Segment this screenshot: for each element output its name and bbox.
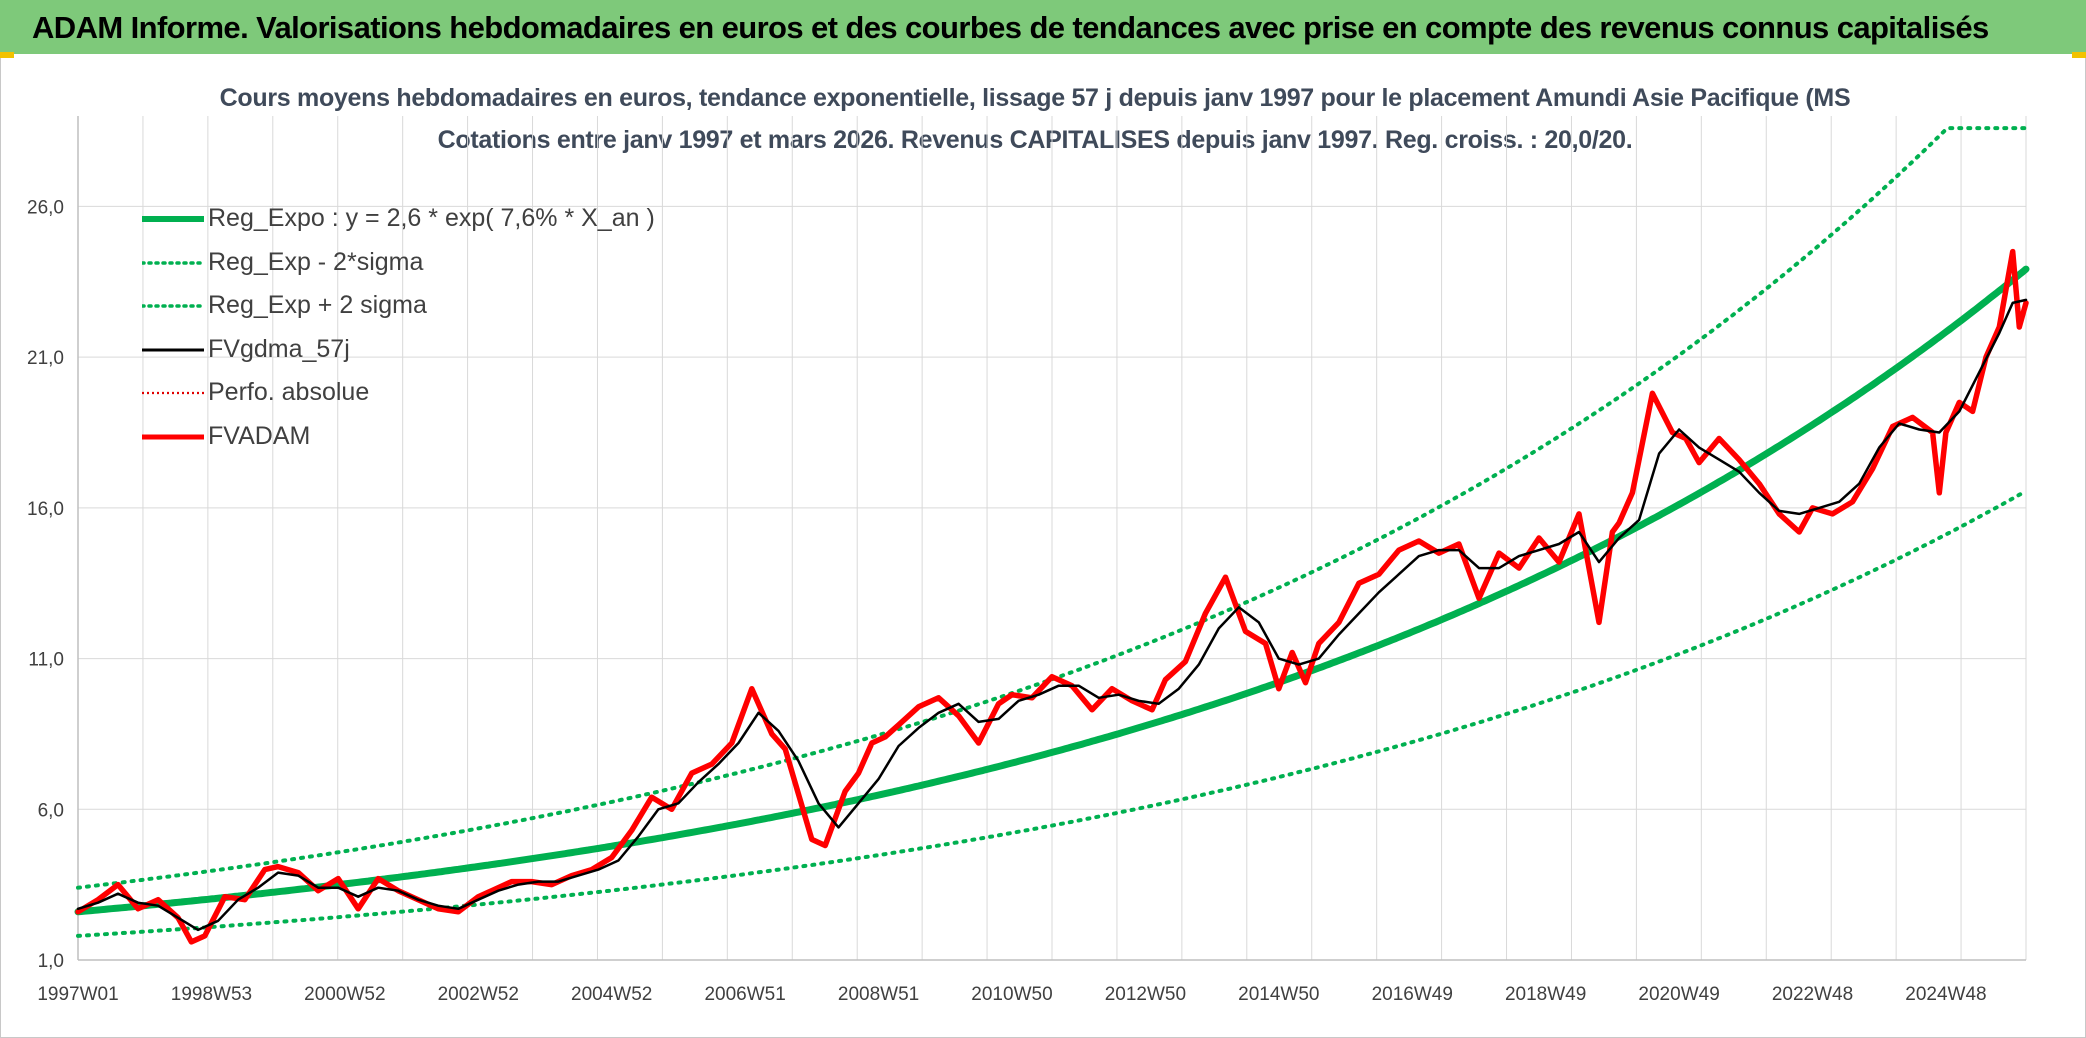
legend-label-reg-exp-plus: Reg_Exp + 2 sigma	[208, 291, 427, 319]
legend-swatch-reg-exp-plus	[142, 304, 204, 308]
legend-item-reg-exp-plus: Reg_Exp + 2 sigma	[138, 291, 698, 335]
legend-label-fvadam: FVADAM	[208, 421, 311, 450]
x-tick-label: 1998W53	[171, 984, 252, 1005]
y-tick-label: 26,0	[27, 197, 64, 218]
x-tick-label: 2014W50	[1238, 984, 1319, 1005]
report-banner: ADAM Informe. Valorisations hebdomadaire…	[0, 0, 2086, 54]
legend-item-reg-expo: Reg_Expo : y = 2,6 * exp( 7,6% * X_an )	[138, 204, 698, 248]
banner-corner-right	[2072, 52, 2086, 58]
x-tick-label: 2020W49	[1638, 984, 1719, 1005]
y-tick-label: 6,0	[38, 800, 64, 821]
x-tick-label: 2024W48	[1905, 984, 1986, 1005]
legend-item-perfo-absolue: Perfo. absolue	[138, 378, 698, 422]
x-tick-label: 2002W52	[438, 984, 519, 1005]
x-tick-label: 2016W49	[1372, 984, 1453, 1005]
series-fvgdma-57j	[76, 298, 2028, 932]
x-tick-label: 2000W52	[304, 984, 385, 1005]
y-tick-label: 11,0	[28, 650, 64, 671]
legend-swatch-fvgdma	[142, 348, 204, 351]
report-title: ADAM Informe. Valorisations hebdomadaire…	[32, 10, 1989, 45]
y-tick-label: 16,0	[27, 499, 64, 520]
legend-label-reg-exp-minus: Reg_Exp - 2*sigma	[208, 247, 424, 276]
legend-label-perfo-absolue: Perfo. absolue	[208, 378, 370, 406]
legend-label-reg-expo: Reg_Expo : y = 2,6 * exp( 7,6% * X_an )	[208, 204, 655, 232]
series-reg-expo	[74, 265, 2030, 916]
x-tick-label: 2006W51	[704, 984, 785, 1005]
legend-label-fvgdma: FVgdma_57j	[208, 334, 350, 363]
legend-swatch-reg-expo	[142, 216, 204, 222]
legend-item-fvgdma: FVgdma_57j	[138, 335, 698, 379]
y-tick-label: 1,0	[38, 951, 64, 972]
x-tick-label: 2012W50	[1105, 984, 1186, 1005]
legend-swatch-perfo-absolue	[142, 391, 204, 395]
legend-item-reg-exp-minus: Reg_Exp - 2*sigma	[138, 248, 698, 292]
legend-item-fvadam: FVADAM	[138, 422, 698, 466]
chart-legend: Reg_Expo : y = 2,6 * exp( 7,6% * X_an ) …	[138, 204, 698, 465]
y-tick-label: 21,0	[27, 348, 64, 369]
x-tick-label: 2010W50	[971, 984, 1052, 1005]
banner-corner-left	[0, 52, 14, 58]
x-tick-label: 2018W49	[1505, 984, 1586, 1005]
legend-swatch-reg-exp-minus	[142, 260, 204, 265]
legend-swatch-fvadam	[142, 434, 204, 439]
chart-title-line-2: Cotations entre janv 1997 et mars 2026. …	[437, 126, 1633, 154]
x-tick-label: 2022W48	[1772, 984, 1853, 1005]
x-tick-label: 2008W51	[838, 984, 919, 1005]
x-tick-label: 1997W01	[37, 984, 118, 1005]
chart-title-line-1: Cours moyens hebdomadaires en euros, ten…	[219, 84, 1851, 112]
series-reg-exp-minus-2sigma	[76, 489, 2028, 938]
x-tick-label: 2004W52	[571, 984, 652, 1005]
